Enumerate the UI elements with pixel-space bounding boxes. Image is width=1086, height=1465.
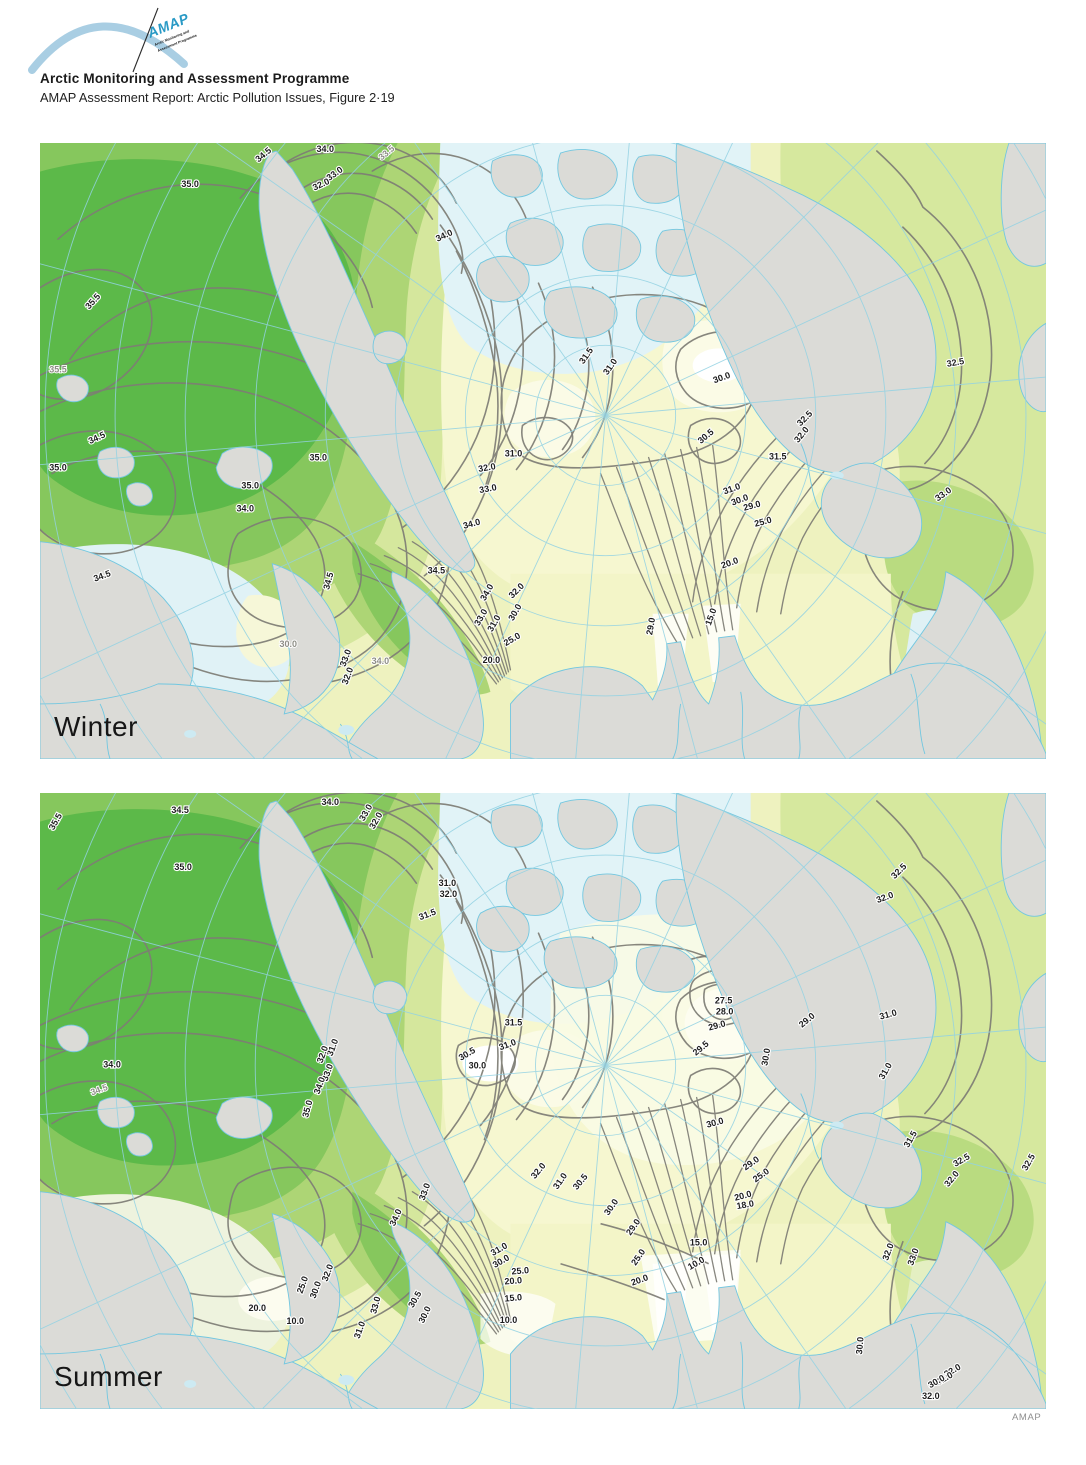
contour-label: 30.0 (854, 1336, 865, 1354)
contour-label: 34.0 (372, 656, 390, 666)
contour-label: 30.0 (279, 639, 297, 649)
greenland (258, 150, 476, 573)
contour-label: 34.5 (171, 805, 189, 815)
contour-label: 29.0 (644, 617, 657, 636)
contour-label: 35.0 (49, 463, 67, 473)
winter-extra-contours (520, 416, 574, 461)
graticule (40, 143, 1046, 759)
footer-credit: AMAP (1012, 1412, 1042, 1423)
north-america (675, 143, 937, 474)
contour-label: 35.5 (49, 364, 67, 374)
iceland (215, 446, 273, 489)
contour-label: 10.0 (500, 1315, 518, 1325)
contour-label: 34.5 (428, 566, 446, 576)
europe-south (40, 683, 379, 759)
contour-label: 34.0 (317, 144, 335, 154)
contour-label: 34.0 (236, 504, 254, 514)
contour-label: 31.0 (439, 878, 457, 888)
contour-label: 31.0 (505, 449, 523, 459)
summer-label: Summer (54, 1361, 163, 1392)
logo-slash-icon (132, 7, 159, 73)
summer-map-image: 35.534.534.033.032.035.031.032.031.532.5… (40, 793, 1046, 1409)
contour-label: 32.0 (922, 1391, 940, 1401)
contour-label: 30.0 (759, 1047, 772, 1066)
contour-label: 34.0 (322, 797, 340, 807)
contour-label: 28.0 (716, 1006, 734, 1016)
lakes (184, 471, 844, 738)
contour-label: 10.0 (286, 1316, 304, 1326)
contour-label: 20.0 (248, 1303, 266, 1313)
winter-map-image: 35.034.5 34.0 33.533.032.034.035.535.531.5… (40, 143, 1046, 759)
contour-label: 33.0 (478, 482, 497, 495)
finland (271, 563, 341, 715)
header-subtitle: AMAP Assessment Report: Arctic Pollution… (40, 90, 395, 105)
svalbard (372, 330, 408, 365)
contour-label: 35.0 (181, 179, 199, 189)
contour-label: 35.0 (310, 453, 328, 463)
contour-label: 35.0 (241, 481, 259, 491)
winter-label: Winter (54, 711, 138, 742)
logo-arc-icon (28, 22, 188, 74)
contour-label: 15.0 (504, 1292, 522, 1303)
contour-fan-kara (599, 444, 734, 643)
contour-label: 15.0 (690, 1238, 708, 1248)
contour-label: 32.0 (440, 889, 458, 899)
header-title: Arctic Monitoring and Assessment Program… (40, 71, 350, 86)
contour-label: 18.0 (736, 1198, 755, 1211)
contour-label: 20.0 (483, 655, 501, 665)
contour-label: 20.0 (504, 1275, 522, 1286)
contour-label: 30.0 (469, 1060, 487, 1070)
winter-map-panel: 35.0 34.5 34.0 33.5 33.0 32.0 34.0 35.5 35.5 31.5… (40, 143, 1046, 759)
landmasses (40, 143, 1046, 759)
contour-label: 35.0 (174, 862, 192, 872)
contour-label: 31.5 (505, 1017, 523, 1027)
contour-label: 32.5 (946, 356, 965, 369)
contour-label: 31.5 (769, 452, 787, 462)
contour-label: 27.5 (715, 995, 733, 1005)
logo-amap-text: AMAP (144, 10, 191, 41)
contour-label: 25.0 (511, 1265, 529, 1276)
contour-label: 34.0 (103, 1059, 121, 1069)
contour-label: 32.0 (477, 461, 496, 474)
amap-logo: AMAP Arctic Monitoring and Assessment Pr… (28, 7, 197, 74)
summer-map-panel: 35.5 34.5 34.0 33.0 32.0 35.0 31.0 32.0 31.5 32.5… (40, 793, 1046, 1409)
